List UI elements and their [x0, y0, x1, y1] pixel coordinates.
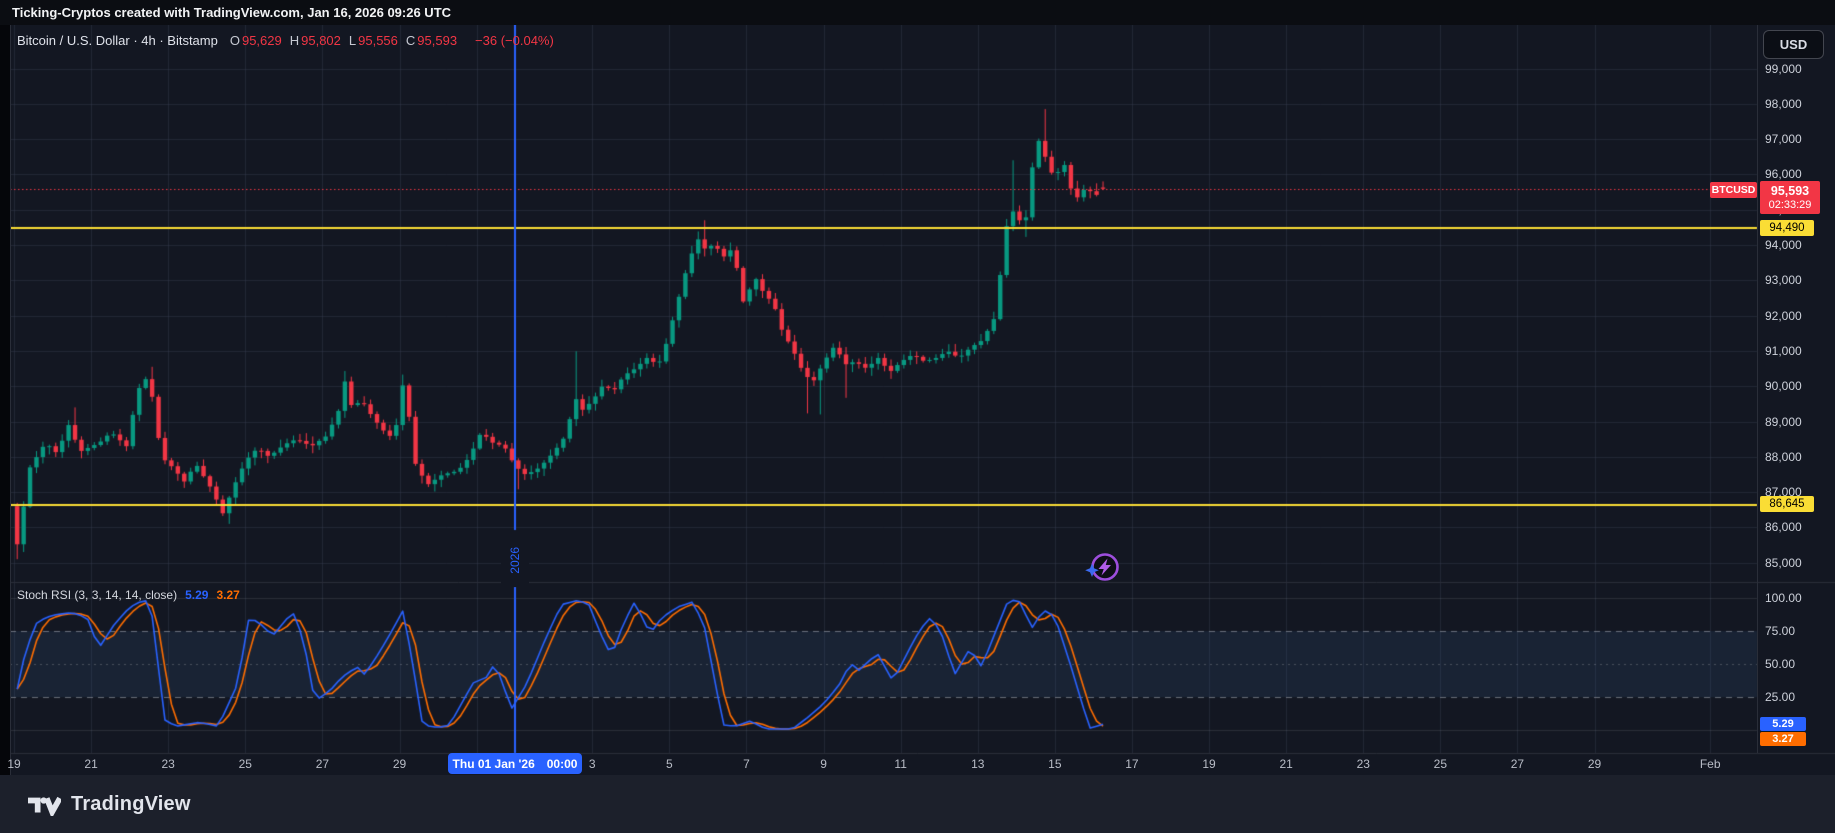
ohlc-value: 95,556 [358, 33, 398, 48]
chart-canvas[interactable] [0, 25, 1835, 775]
time-tick-label: 5 [666, 757, 673, 771]
price-tick-label: 99,000 [1765, 61, 1802, 76]
time-marker-date: Thu 01 Jan '26 [452, 756, 535, 771]
level-label-support: 86,645 [1760, 496, 1814, 512]
ohlc-value: 95,802 [301, 33, 341, 48]
price-tick-label: 89,000 [1765, 414, 1802, 429]
ohlc-values: O 95,629 H 95,802 L 95,556 C 95,593 [230, 33, 463, 48]
time-tick-label: 19 [1202, 757, 1216, 771]
time-tick-label: 19 [7, 757, 21, 771]
time-tick-label: 23 [161, 757, 175, 771]
last-price-value: 95,593 [1770, 184, 1810, 198]
time-tick-label: 7 [743, 757, 750, 771]
time-tick-label: 3 [588, 757, 596, 771]
time-marker-time: 00:00 [546, 756, 578, 771]
symbol-title[interactable]: Bitcoin / U.S. Dollar · 4h · Bitstamp [17, 33, 218, 48]
price-tick-label: 96,000 [1765, 167, 1802, 182]
stoch-tick-label: 75.00 [1765, 624, 1796, 639]
time-tick-label: 15 [1048, 757, 1062, 771]
stoch-k-badge: 5.29 [1760, 717, 1806, 731]
lightning-marker-icon[interactable] [1084, 548, 1130, 595]
stoch-k-value: 5.29 [185, 588, 209, 602]
drawing-toolbar-strip [0, 25, 11, 775]
time-tick-label: 29 [392, 757, 407, 771]
price-tick-label: 86,000 [1765, 520, 1802, 535]
bar-countdown: 02:33:29 [1768, 199, 1812, 211]
ohlc-letter: H [289, 33, 300, 48]
time-tick-label: 23 [1356, 757, 1370, 771]
time-tick-label: 29 [1587, 757, 1602, 771]
level-label-resistance: 94,490 [1760, 220, 1814, 236]
stoch-tick-label: 25.00 [1765, 690, 1796, 705]
last-price-badge: 95,593 02:33:29 [1760, 181, 1820, 214]
price-axis[interactable]: 99,00098,00097,00096,00095,00094,00093,0… [1757, 25, 1835, 753]
price-tick-label: 90,000 [1765, 379, 1802, 394]
currency-button[interactable]: USD [1763, 30, 1824, 59]
stoch-tick-label: 50.00 [1765, 657, 1796, 672]
time-tick-label: 27 [1510, 757, 1525, 771]
stoch-tick-label: 100.00 [1765, 591, 1802, 605]
year-marker-label: 2026 [501, 533, 529, 587]
price-tick-label: 88,000 [1765, 449, 1802, 464]
time-tick-label: 21 [84, 757, 98, 771]
attribution-bar: Ticking-Cryptos created with TradingView… [0, 0, 1835, 25]
lightning-bolt-glyph [1098, 558, 1111, 576]
time-tick-label: 25 [238, 757, 252, 771]
time-tick-label: 11 [894, 757, 907, 771]
time-tick-label: 9 [820, 757, 827, 771]
tradingview-logo[interactable]: TradingView [28, 793, 191, 816]
time-tick-label: Feb [1699, 757, 1721, 771]
sparkle-glyph [1085, 563, 1099, 577]
attribution-text: Ticking-Cryptos created with TradingView… [12, 5, 452, 20]
price-tick-label: 92,000 [1765, 308, 1802, 323]
time-marker-badge: Thu 01 Jan '26 00:00 [448, 753, 582, 774]
time-tick-label: 13 [971, 757, 985, 771]
ohlc-letter: O [229, 33, 240, 48]
price-tick-label: 91,000 [1765, 343, 1802, 358]
stoch-d-badge: 3.27 [1760, 732, 1806, 746]
stoch-rsi-title[interactable]: Stoch RSI (3, 3, 14, 14, close) [17, 588, 178, 602]
ohlc-letter: L [348, 33, 357, 48]
price-tick-label: 98,000 [1765, 96, 1802, 111]
time-tick-label: 21 [1279, 757, 1293, 771]
price-tick-label: 85,000 [1765, 555, 1802, 570]
price-tick-label: 97,000 [1765, 132, 1802, 147]
price-tick-label: 93,000 [1765, 273, 1802, 288]
time-axis[interactable]: Thu 01 Jan '26 00:00 19 21 23 25 27 29 3 5 7 9 11 1… [0, 753, 1835, 775]
time-tick-label: 27 [315, 757, 330, 771]
time-tick-label: 25 [1433, 757, 1448, 771]
footer-bar: TradingView [0, 775, 1835, 833]
stoch-d-value: 3.27 [216, 588, 240, 602]
change-value: −36 (−0.04%) [475, 33, 554, 48]
price-tick-label: 87,000 [1765, 485, 1802, 500]
price-tick-label: 94,000 [1765, 238, 1802, 252]
ohlc-letter: C [405, 33, 416, 48]
ohlc-value: 95,629 [241, 33, 282, 48]
tradingview-logo-text: TradingView [71, 792, 191, 815]
ohlc-value: 95,593 [417, 33, 458, 48]
stoch-rsi-legend: Stoch RSI (3, 3, 14, 14, close) 5.29 3.2… [17, 588, 240, 602]
time-tick-label: 17 [1125, 757, 1139, 771]
price-line-symbol-tag: BTCUSD [1710, 182, 1757, 198]
tradingview-logo-mark [28, 796, 61, 816]
